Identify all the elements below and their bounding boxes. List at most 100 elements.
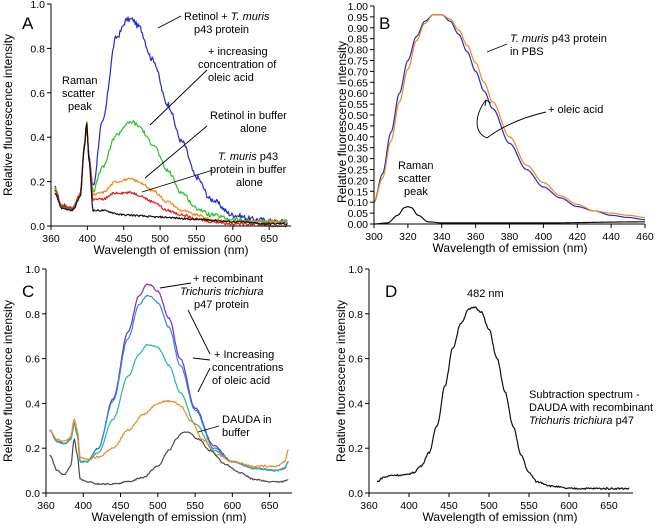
panel-b-label-raman: Raman scatter peak	[398, 160, 433, 198]
panel-b-xtick-label: 460	[636, 231, 654, 243]
panel-b-ytick-label: 0.70	[348, 66, 369, 78]
panel-b-ytick-label: 0.90	[348, 23, 369, 35]
panel-b-ytick-label: 0.10	[348, 197, 369, 209]
panel-d-ytick-label: 0.0	[348, 488, 363, 500]
panel-c-xtick-label: 500	[149, 500, 167, 512]
panel-a-xtick-label: 450	[115, 233, 133, 245]
panel-a-ytick-label: 1.0	[30, 0, 45, 11]
panel-b-ytick-label: 0.95	[348, 12, 369, 24]
panel-b-ytick-label: 1.00	[348, 1, 369, 13]
panel-b-ytick-label: 0.40	[348, 132, 369, 144]
panel-a-leader-oleic	[149, 69, 208, 126]
panel-b-xtick-label: 400	[535, 231, 553, 243]
panel-a-series-4	[54, 122, 288, 226]
panel-b-xtick-label: 440	[602, 231, 620, 243]
panel-d-series-0	[376, 306, 630, 490]
panel-c-ytick-label: 0.6	[25, 354, 40, 366]
panel-c-leader-dauda	[197, 425, 220, 433]
panel-a-leader-retinol-protein	[157, 15, 182, 29]
panel-b-label-oleic: + oleic acid	[548, 104, 603, 116]
panel-b-ylabel: Relative fluorescence intensity	[335, 41, 349, 203]
panel-b-ytick-label: 0.05	[348, 208, 369, 220]
panel-a-series-0	[54, 16, 288, 225]
panel-d-xtick-label: 600	[560, 500, 578, 512]
panel-b-ytick-label: 0.20	[348, 175, 369, 187]
panel-a-leader-retinol-buffer	[144, 125, 208, 179]
panel-d-ylabel: Relative fluorescence intensity	[334, 300, 348, 462]
panel-b-ytick-label: 0.55	[348, 99, 369, 111]
panel-b-ytick-label: 0.30	[348, 154, 369, 166]
panel-d-ytick-label: 1.0	[348, 264, 363, 276]
panel-a-ytick-label: 0.4	[30, 132, 45, 144]
panel-b-xtick-label: 420	[568, 231, 586, 243]
panel-a-xtick-label: 550	[188, 233, 206, 245]
panel-b-xtick-label: 300	[365, 231, 383, 243]
panel-b-ytick-label: 0.25	[348, 165, 369, 177]
panel-b-ytick-label: 0.80	[348, 45, 369, 57]
panel-b-ytick-label: 0.00	[348, 219, 369, 231]
panel-c-xlabel: Wavelength of emission (nm)	[92, 510, 247, 524]
panel-a-label-raman: Raman scatter peak	[62, 75, 97, 113]
panel-d-xtick-label: 450	[440, 500, 458, 512]
panel-a-ytick-label: 0.6	[30, 88, 45, 100]
panel-a-ytick-label: 0.0	[30, 221, 45, 233]
panel-a-ytick-label: 0.2	[30, 177, 45, 189]
panel-a-label-oleic: + increasing concentration of oleic acid	[198, 46, 277, 84]
panel-c-ytick-label: 0.0	[25, 488, 40, 500]
panel-c-label-dauda: DAUDA in buffer	[222, 414, 272, 439]
panel-d-ytick-label: 0.8	[348, 309, 363, 321]
panel-a-xtick-label: 600	[224, 233, 242, 245]
panel-d-label-subtraction: Subtraction spectrum -DAUDA with recombi…	[529, 389, 653, 427]
panel-c-ytick-label: 0.8	[25, 309, 40, 321]
panel-d-xtick-label: 650	[600, 500, 618, 512]
panel-b: B 300 320 340 360 380 400 420 440 4600.000.050.1…	[335, 1, 654, 255]
panel-c-ylabel: Relative fluorescence intensity	[1, 300, 15, 462]
panel-b-arrowhead-icon	[484, 99, 492, 107]
panel-c-label-oleic: + Increasing concentrations of oleic acid	[212, 349, 284, 387]
panel-d-letter: D	[385, 282, 397, 301]
panel-c-ytick-label: 0.4	[25, 398, 40, 410]
panel-d: D 360 400 450 500 550 600 650 0.0 0.2 0.4 0.6 0.8 1.…	[334, 264, 653, 524]
panel-d-xtick-label: 500	[480, 500, 498, 512]
panel-a-label-retinol-buffer: Retinol in buffer alone	[210, 110, 287, 135]
panel-b-leader-oleic	[476, 99, 547, 139]
panel-d-ytick-label: 0.2	[348, 443, 363, 455]
panel-b-series-2	[373, 206, 645, 225]
panel-a: A 360 400 450 500 550 600 650 0.0 0.2 0.4 0.6 0.8 1.…	[1, 0, 291, 257]
panel-c-letter: C	[22, 282, 34, 301]
panel-b-ytick-label: 0.85	[348, 34, 369, 46]
panel-c-series-3	[49, 399, 289, 468]
panel-c-xtick-label: 400	[75, 500, 93, 512]
panel-b-ytick-label: 0.60	[348, 88, 369, 100]
panel-c-ytick-label: 0.2	[25, 443, 40, 455]
panel-a-series-3	[54, 123, 288, 228]
panel-a-xtick-label: 500	[151, 233, 169, 245]
panel-b-ytick-label: 0.50	[348, 110, 369, 122]
panel-b-xtick-label: 380	[501, 231, 519, 243]
panel-d-label-peak: 482 nm	[467, 288, 504, 300]
panel-a-label-protein-buffer: T. muris p43 protein in buffer alone	[210, 151, 287, 189]
panel-a-letter: A	[22, 14, 34, 33]
panel-a-ylabel: Relative fluorescence intensity	[1, 34, 15, 196]
panel-b-xlabel: Wavelength of emission (nm)	[433, 241, 588, 255]
panel-b-ytick-label: 0.15	[348, 186, 369, 198]
panel-c-xtick-label: 450	[112, 500, 130, 512]
panel-b-ytick-label: 0.75	[348, 56, 369, 68]
panel-c: C 360 400 450 500 550 600 650 0.0 0.2 0.4 0.6 0.8 1.…	[1, 264, 292, 524]
panel-a-xtick-label: 400	[79, 233, 97, 245]
panel-c-label-recombinant: + recombinant Trichuris trichiura p47 prot…	[180, 273, 264, 311]
panel-b-xtick-label: 360	[467, 231, 485, 243]
panel-c-leader-oleic-2	[192, 357, 211, 361]
panel-b-ytick-label: 0.65	[348, 77, 369, 89]
panel-a-xtick-label: 360	[42, 233, 60, 245]
panel-d-xtick-label: 550	[520, 500, 538, 512]
panel-b-xtick-label: 320	[399, 231, 417, 243]
panel-d-xtick-label: 360	[360, 500, 378, 512]
panel-b-ytick-label: 0.45	[348, 121, 369, 133]
panel-c-xtick-label: 650	[261, 500, 279, 512]
panel-a-leader-protein-buffer	[141, 169, 214, 193]
panel-a-ytick-label: 0.8	[30, 43, 45, 55]
panel-b-series-1	[373, 14, 646, 219]
panel-c-ytick-label: 1.0	[25, 264, 40, 276]
panel-a-series-2	[54, 120, 288, 224]
